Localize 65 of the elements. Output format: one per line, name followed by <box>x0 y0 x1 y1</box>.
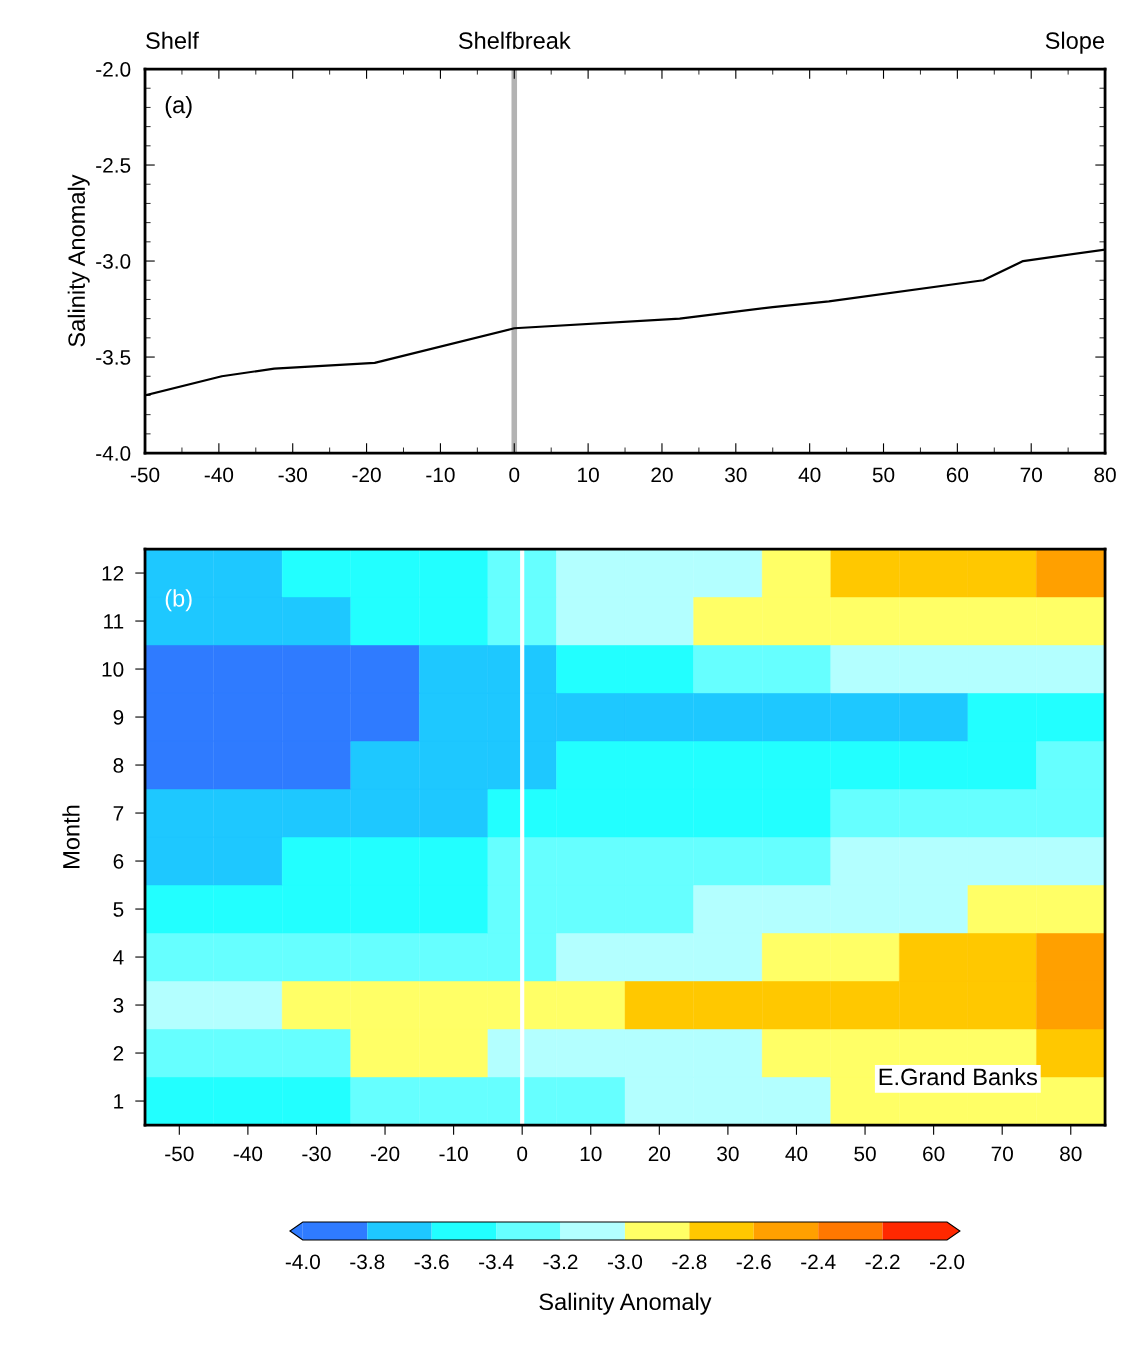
color-bar-label: -2.8 <box>672 1254 707 1270</box>
y-tick-label: 6 <box>113 854 124 869</box>
y-tick-label: 1 <box>114 1094 124 1109</box>
y-tick-label: 4 <box>113 950 124 965</box>
color-bar-label: -3.8 <box>350 1254 385 1270</box>
x-tick-label: -40 <box>204 467 234 483</box>
x-tick-label: 30 <box>725 467 747 483</box>
x-tick-label: 10 <box>580 1146 602 1162</box>
y-tick-label: -4.0 <box>96 446 131 461</box>
x-tick-label: 20 <box>648 1146 671 1162</box>
x-tick-label: 60 <box>923 1146 945 1162</box>
color-bar-label: -3.0 <box>607 1254 643 1270</box>
x-tick-label: -10 <box>439 1146 468 1162</box>
x-tick-label: 60 <box>946 467 969 483</box>
y-tick-label: -2.5 <box>96 158 131 173</box>
color-bar-label: -2.6 <box>736 1254 771 1270</box>
x-tick-label: 40 <box>785 1146 808 1162</box>
y-axis-title: Month <box>62 805 80 868</box>
x-tick-label: 80 <box>1094 467 1116 483</box>
x-tick-label: -40 <box>233 1146 263 1162</box>
color-bar-label: -2.4 <box>801 1254 836 1270</box>
x-tick-label: -30 <box>278 467 307 483</box>
x-tick-label: 40 <box>798 467 821 483</box>
y-tick-label: 11 <box>104 614 124 629</box>
y-tick-label: 5 <box>113 902 124 917</box>
y-tick-label: -2.0 <box>96 62 131 77</box>
x-tick-label: 0 <box>509 467 520 483</box>
x-tick-label: 50 <box>854 1146 876 1162</box>
color-bar-label: -3.6 <box>414 1254 449 1270</box>
y-tick-label: 2 <box>113 1046 124 1061</box>
color-bar-label: -3.4 <box>479 1254 514 1270</box>
annotation: E.Grand Banks <box>879 1067 1038 1086</box>
x-tick-label: 10 <box>578 467 599 483</box>
color-bar-label: -2.0 <box>930 1254 965 1270</box>
x-tick-label: -20 <box>370 1146 400 1162</box>
color-bar-title: Salinity Anomaly <box>539 1292 712 1315</box>
x-tick-label: -30 <box>302 1146 331 1162</box>
x-tick-label: 50 <box>872 467 895 483</box>
annotation: (b) <box>165 589 192 612</box>
y-tick-label: 12 <box>102 566 124 581</box>
text: Shelfbreak <box>458 31 571 49</box>
x-tick-label: -50 <box>165 1146 194 1162</box>
y-tick-label: -3.5 <box>96 350 131 365</box>
y-tick-label: 8 <box>113 758 124 773</box>
color-bar-label: -4.0 <box>285 1254 320 1270</box>
y-tick-label: 10 <box>102 662 124 677</box>
color-bar-label: -3.2 <box>543 1254 578 1270</box>
annotation: (a) <box>165 95 192 118</box>
y-tick-label: 7 <box>113 806 124 821</box>
x-tick-label: 20 <box>651 467 673 483</box>
color-bar-label: -2.2 <box>865 1254 900 1270</box>
x-tick-label: 80 <box>1060 1146 1082 1162</box>
y-tick-label: -3.0 <box>96 254 131 269</box>
x-tick-label: 70 <box>991 1146 1013 1162</box>
x-tick-label: 30 <box>717 1146 739 1162</box>
x-tick-label: 70 <box>1020 467 1042 483</box>
text: Slope <box>1045 31 1105 54</box>
x-tick-label: -10 <box>426 467 455 483</box>
x-tick-label: -50 <box>130 467 160 483</box>
text: Shelf <box>146 31 199 49</box>
y-axis-title: Salinity Anomaly <box>67 174 90 347</box>
x-tick-label: -20 <box>352 467 381 483</box>
x-tick-label: 0 <box>517 1146 528 1162</box>
y-tick-label: 9 <box>113 710 124 725</box>
y-tick-label: 3 <box>113 998 124 1013</box>
